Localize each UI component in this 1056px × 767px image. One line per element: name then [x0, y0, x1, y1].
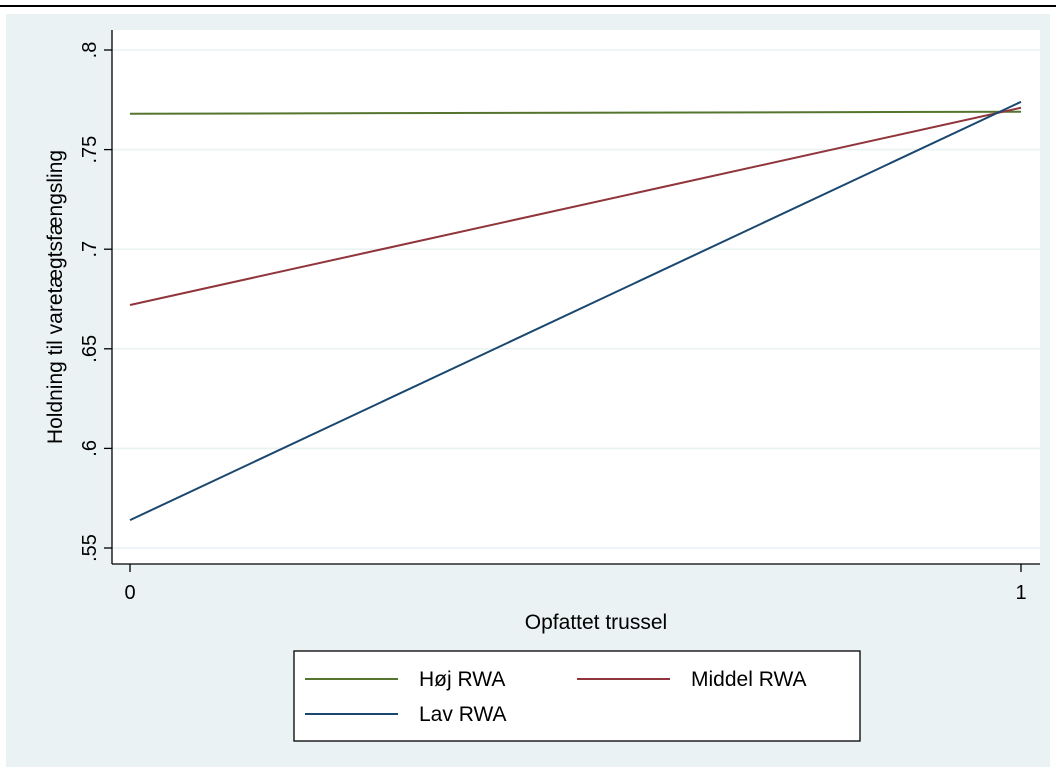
- legend-label-0: Høj RWA: [419, 668, 505, 691]
- legend-box: [293, 650, 861, 742]
- grid-lines: [112, 49, 1040, 549]
- legend-label-2: Lav RWA: [419, 703, 507, 726]
- legend: Høj RWA Middel RWA Lav RWA: [293, 650, 861, 742]
- x-tick-label: 0: [124, 582, 135, 604]
- x-axis-title: Opfattet trussel: [525, 611, 667, 634]
- series-line-2: [129, 100, 1022, 522]
- series-lines: [129, 100, 1022, 522]
- plot-area: [112, 30, 1040, 564]
- y-tick-label: .65: [79, 335, 101, 363]
- y-tick-label: .6: [79, 440, 101, 457]
- axes: .55 .6 .65 .7 .75 .8 0 1: [79, 30, 1040, 604]
- legend-label-1: Middel RWA: [691, 668, 807, 691]
- y-tick-label: .7: [79, 241, 101, 258]
- y-tick-label: .75: [79, 136, 101, 164]
- y-tick-label: .55: [79, 534, 101, 562]
- y-axis-title: Holdning til varetægtsfængsling: [44, 150, 67, 444]
- series-line-0: [129, 110, 1022, 115]
- x-tick-label: 1: [1015, 582, 1026, 604]
- top-rule: [0, 5, 1056, 7]
- series-line-1: [129, 106, 1022, 306]
- y-tick-label: .8: [79, 42, 101, 59]
